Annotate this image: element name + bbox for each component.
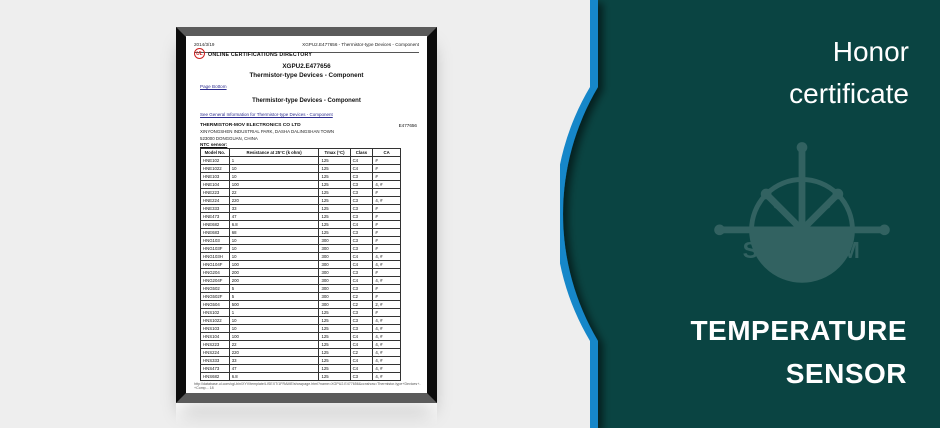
svg-text:SEMISAM: SEMISAM <box>743 237 862 263</box>
